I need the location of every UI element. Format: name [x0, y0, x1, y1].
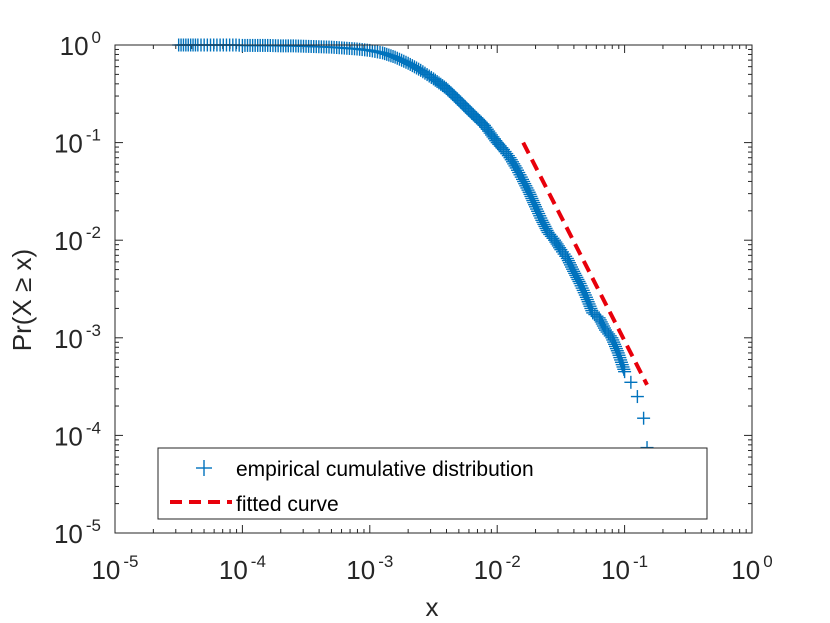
x-tick-label: 10 -4 — [219, 552, 266, 585]
empirical-series — [172, 38, 654, 455]
plot-frame — [114, 44, 753, 534]
x-tick-label: 10 -5 — [91, 552, 138, 585]
x-tick-label: 10 -3 — [346, 552, 393, 585]
y-minor-ticks — [115, 48, 752, 505]
empirical-point — [637, 411, 651, 425]
legend: empirical cumulative distribution fitted… — [157, 447, 708, 520]
x-axis-label: x — [426, 592, 439, 622]
y-tick-label: 10 0 — [60, 28, 101, 61]
x-tick-label: 10 -1 — [601, 552, 648, 585]
x-tick-label: 10 -2 — [474, 552, 521, 585]
y-tick-label: 10 -3 — [54, 321, 101, 354]
empirical-point — [618, 365, 632, 379]
y-axis-label: Pr(X ≥ x) — [7, 249, 37, 351]
y-tick-label: 10 -1 — [54, 126, 101, 159]
fitted-curve-line — [521, 141, 649, 386]
y-tick-label: 10 -5 — [54, 516, 101, 549]
x-tick-labels: 10 -5 10 -4 10 -3 10 -2 10 -1 10 0 — [91, 552, 772, 585]
empirical-point — [624, 375, 638, 389]
legend-marker-empirical — [196, 460, 212, 476]
empirical-point — [617, 362, 631, 376]
y-tick-label: 10 -4 — [54, 418, 101, 451]
legend-box — [157, 447, 708, 520]
empirical-point — [630, 390, 644, 404]
y-tick-label: 10 -2 — [54, 223, 101, 256]
legend-label-empirical: empirical cumulative distribution — [236, 458, 534, 481]
x-tick-label: 10 0 — [731, 552, 772, 585]
legend-label-fitted: fitted curve — [236, 493, 339, 516]
